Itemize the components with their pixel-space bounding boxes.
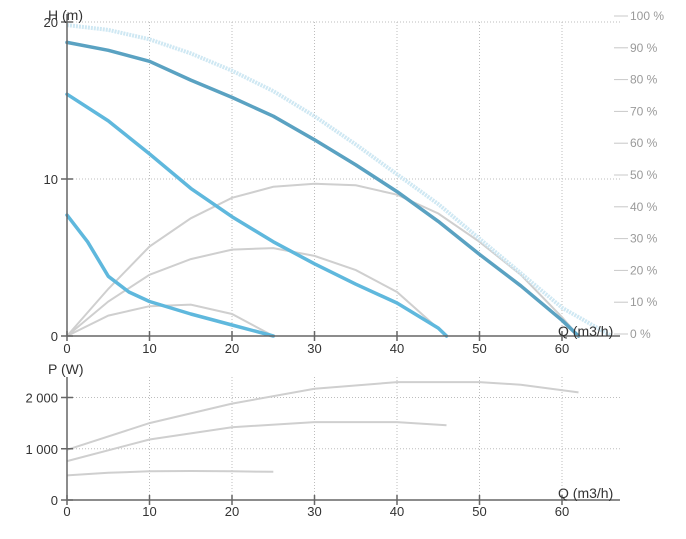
head-x-tick-label: 60 — [555, 341, 569, 356]
efficiency-axis-tick-label: 90 % — [630, 41, 658, 55]
efficiency-axis-tick-label: 30 % — [630, 232, 658, 246]
efficiency-curve — [66, 182, 580, 337]
power-curve — [66, 381, 579, 451]
efficiency-curve — [66, 303, 274, 337]
efficiency-axis-tick-label: 50 % — [630, 168, 658, 182]
head-x-axis-label: Q (m3/h) — [558, 323, 613, 339]
head-x-tick-label: 20 — [225, 341, 239, 356]
head-y-tick-label: 0 — [51, 329, 58, 344]
efficiency-axis-tick-label: 0 % — [630, 327, 651, 341]
efficiency-axis-tick-label: 100 % — [630, 9, 664, 23]
efficiency-axis-tick-label: 70 % — [630, 104, 658, 118]
power-x-tick-label: 10 — [142, 504, 156, 519]
head-curve — [65, 40, 581, 338]
head-curve — [65, 213, 276, 338]
efficiency-curve — [66, 247, 448, 337]
head-y-tick-label: 20 — [44, 15, 58, 30]
head-y-tick-label: 10 — [44, 172, 58, 187]
power-y-axis-label: P (W) — [48, 361, 84, 377]
head-x-tick-label: 30 — [307, 341, 321, 356]
head-x-tick-label: 40 — [390, 341, 404, 356]
head-y-axis-label: H (m) — [48, 7, 83, 23]
efficiency-axis-tick-label: 40 % — [630, 200, 658, 214]
efficiency-axis-tick-label: 10 % — [630, 295, 658, 309]
power-curve — [66, 421, 447, 463]
power-x-tick-label: 50 — [472, 504, 486, 519]
power-y-tick-label: 1 000 — [25, 442, 58, 457]
efficiency-axis-tick-label: 20 % — [630, 263, 658, 277]
head-curve — [65, 92, 449, 338]
head-x-tick-label: 10 — [142, 341, 156, 356]
head-x-tick-label: 50 — [472, 341, 486, 356]
power-x-tick-label: 40 — [390, 504, 404, 519]
head-x-tick-label: 0 — [63, 341, 70, 356]
power-y-tick-label: 2 000 — [25, 391, 58, 406]
power-x-tick-label: 60 — [555, 504, 569, 519]
power-x-tick-label: 0 — [63, 504, 70, 519]
efficiency-axis-tick-label: 60 % — [630, 136, 658, 150]
power-x-tick-label: 30 — [307, 504, 321, 519]
power-x-axis-label: Q (m3/h) — [558, 485, 613, 501]
power-x-tick-label: 20 — [225, 504, 239, 519]
power-curve — [66, 469, 274, 477]
max-efficiency-curve — [66, 23, 613, 338]
efficiency-axis-tick-label: 80 % — [630, 73, 658, 87]
power-y-tick-label: 0 — [51, 493, 58, 508]
